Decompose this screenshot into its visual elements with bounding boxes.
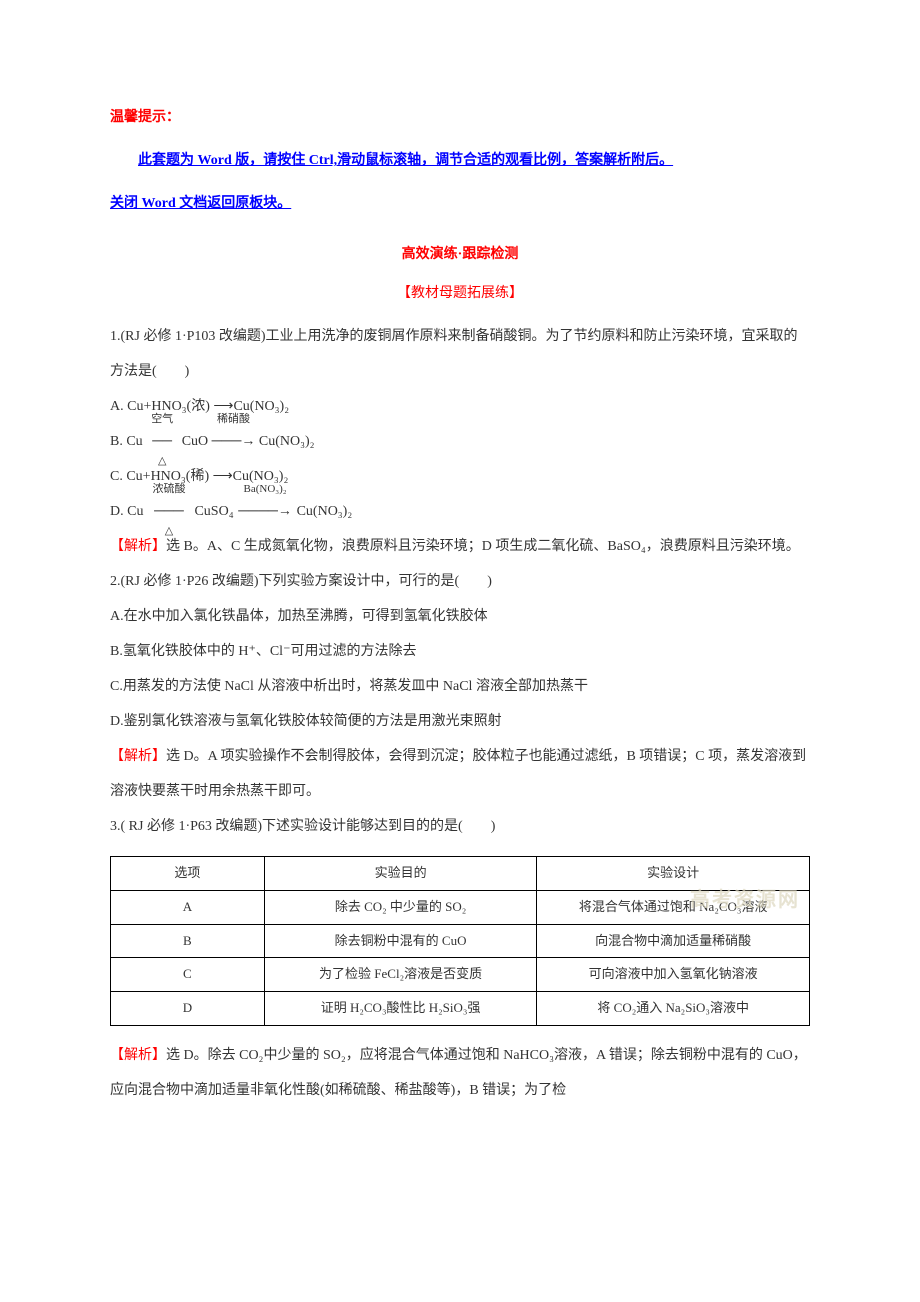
question-2-intro: 2.(RJ 必修 1·P26 改编题)下列实验方案设计中，可行的是( ): [110, 564, 810, 599]
analysis-label: 【解析】: [110, 1048, 166, 1063]
q1d-end: Cu(NO₃)₂: [297, 504, 353, 519]
question-2-option-a: A.在水中加入氯化铁晶体，加热至沸腾，可得到氢氧化铁胶体: [110, 599, 810, 634]
table-cell: B: [111, 924, 265, 958]
reaction-arrow-icon: Ba(NO₃)₂ ────→: [237, 494, 293, 529]
question-2-option-b: B.氢氧化铁胶体中的 H⁺、Cl⁻可用过滤的方法除去: [110, 634, 810, 669]
document-subtitle: 【教材母题拓展练】: [110, 276, 810, 311]
question-1-intro: 1.(RJ 必修 1·P103 改编题)工业上用洗净的废铜屑作原料来制备硝酸铜。…: [110, 319, 810, 389]
table-header-cell: 选项: [111, 857, 265, 891]
table-cell: 将 CO₂通入 Na₂SiO₃溶液中: [537, 992, 810, 1026]
arrow-top-text: 浓硫酸: [147, 484, 191, 495]
table-cell: 为了检验 FeCl₂溶液是否变质: [264, 958, 537, 992]
analysis-text: 选 D。除去 CO₂中少量的 SO₂，应将混合气体通过饱和 NaHCO₃溶液，A…: [110, 1048, 807, 1098]
arrow-top-text: Ba(NO₃)₂: [237, 484, 293, 495]
arrow-top-text: 空气: [146, 414, 178, 425]
table-header-cell: 实验设计: [537, 857, 810, 891]
analysis-text: 选 D。A 项实验操作不会制得胶体，会得到沉淀；胶体粒子也能通过滤纸，B 项错误…: [110, 749, 806, 799]
table-cell: 除去 CO₂ 中少量的 SO₂: [264, 890, 537, 924]
question-2-option-d: D.鉴别氯化铁溶液与氢氧化铁胶体较简便的方法是用激光束照射: [110, 704, 810, 739]
arrow-top-text: 稀硝酸: [212, 414, 256, 425]
instruction-text-1: 此套题为 Word 版，请按住 Ctrl,滑动鼠标滚轴，调节合适的观看比例，答案…: [110, 143, 810, 178]
q1d-mid: CuSO₄: [194, 504, 233, 519]
arrow-bot-text: △: [146, 456, 178, 467]
question-2-option-c: C.用蒸发的方法使 NaCl 从溶液中析出时，将蒸发皿中 NaCl 溶液全部加热…: [110, 669, 810, 704]
table-cell: 向混合物中滴加适量稀硝酸: [537, 924, 810, 958]
question-1-analysis: 【解析】选 B。A、C 生成氮氧化物，浪费原料且污染环境；D 项生成二氧化硫、B…: [110, 529, 810, 564]
analysis-label: 【解析】: [110, 539, 166, 554]
question-2-analysis: 【解析】选 D。A 项实验操作不会制得胶体，会得到沉淀；胶体粒子也能通过滤纸，B…: [110, 739, 810, 809]
reaction-arrow-icon: 稀硝酸 ───→: [212, 424, 256, 459]
question-3-analysis: 【解析】选 D。除去 CO₂中少量的 SO₂，应将混合气体通过饱和 NaHCO₃…: [110, 1038, 810, 1108]
table-cell: 除去铜粉中混有的 CuO: [264, 924, 537, 958]
table-header-cell: 实验目的: [264, 857, 537, 891]
question-3-table: 选项 实验目的 实验设计 A 除去 CO₂ 中少量的 SO₂ 将混合气体通过饱和…: [110, 856, 810, 1026]
q1d-prefix: D. Cu: [110, 504, 143, 519]
table-cell: 证明 H₂CO₃酸性比 H₂SiO₃强: [264, 992, 537, 1026]
table-row: C 为了检验 FeCl₂溶液是否变质 可向溶液中加入氢氧化钠溶液: [111, 958, 810, 992]
reaction-arrow-icon: 空气 ── △: [146, 424, 178, 459]
question-3-intro: 3.( RJ 必修 1·P63 改编题)下述实验设计能够达到目的的是( ): [110, 809, 810, 844]
table-row: D 证明 H₂CO₃酸性比 H₂SiO₃强 将 CO₂通入 Na₂SiO₃溶液中: [111, 992, 810, 1026]
question-1-option-d: D. Cu 浓硫酸 ─── △ CuSO₄ Ba(NO₃)₂ ────→ Cu(…: [110, 494, 810, 529]
question-1-option-c: C. Cu+HNO₃(稀) ⟶Cu(NO₃)₂: [110, 459, 810, 494]
q1b-end: Cu(NO₃)₂: [259, 434, 315, 449]
table-cell: D: [111, 992, 265, 1026]
q1b-mid: CuO: [182, 434, 208, 449]
table-cell: A: [111, 890, 265, 924]
question-1-option-b: B. Cu 空气 ── △ CuO 稀硝酸 ───→ Cu(NO₃)₂: [110, 424, 810, 459]
instruction-text-2: 关闭 Word 文档返回原板块。: [110, 186, 810, 221]
warm-reminder-label: 温馨提示：: [110, 100, 810, 135]
analysis-label: 【解析】: [110, 749, 166, 764]
table-cell: 将混合气体通过饱和 Na₂CO₃溶液: [537, 890, 810, 924]
arrow-bot-text: △: [147, 526, 191, 537]
reaction-arrow-icon: 浓硫酸 ─── △: [147, 494, 191, 529]
table-cell: 可向溶液中加入氢氧化钠溶液: [537, 958, 810, 992]
analysis-text: 选 B。A、C 生成氮氧化物，浪费原料且污染环境；D 项生成二氧化硫、BaSO₄…: [166, 539, 800, 554]
document-title: 高效演练·跟踪检测: [110, 237, 810, 272]
table-row: B 除去铜粉中混有的 CuO 向混合物中滴加适量稀硝酸: [111, 924, 810, 958]
table-cell: C: [111, 958, 265, 992]
table-header-row: 选项 实验目的 实验设计: [111, 857, 810, 891]
table-row: A 除去 CO₂ 中少量的 SO₂ 将混合气体通过饱和 Na₂CO₃溶液: [111, 890, 810, 924]
q1b-prefix: B. Cu: [110, 434, 143, 449]
